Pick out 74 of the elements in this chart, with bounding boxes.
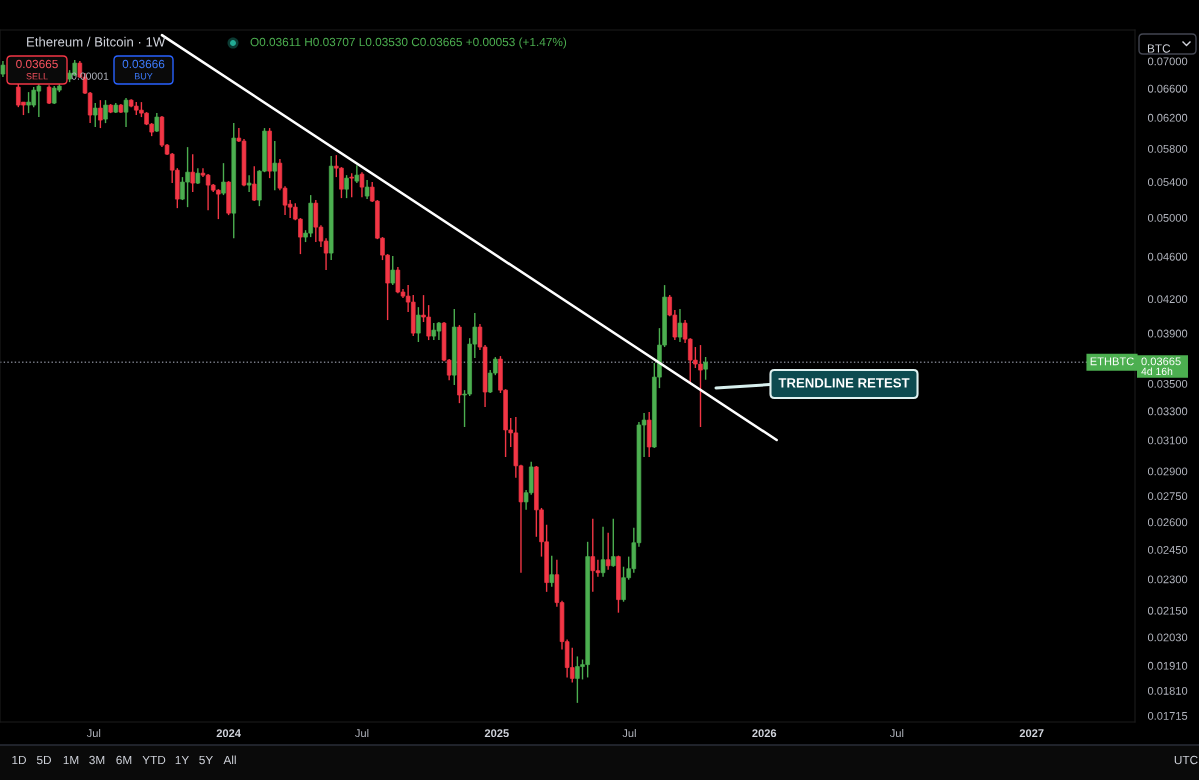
y-tick-label: 0.03900 [1147, 329, 1188, 338]
candlestick [349, 172, 354, 198]
candlestick [93, 102, 98, 128]
y-tick-label: 0.06600 [1147, 84, 1188, 93]
y-tick-label: 0.01910 [1147, 661, 1188, 670]
candlestick [605, 532, 611, 571]
y-tick-label: 0.05400 [1147, 178, 1188, 187]
text: 6M [116, 755, 132, 765]
x-tick-label: Jul [889, 728, 904, 738]
y-tick-label: 0.02600 [1147, 518, 1188, 527]
text: UTC [1174, 755, 1198, 765]
y-tick-label: 0.03100 [1147, 436, 1188, 445]
candlestick [190, 153, 195, 193]
candlestick [344, 174, 349, 199]
y-tick-label: 0.07000 [1147, 57, 1188, 66]
x-tick-label: 2026 [752, 729, 777, 738]
x-tick-label: 2027 [1019, 729, 1044, 738]
x-tick-label: Jul [355, 728, 369, 738]
candlestick [221, 162, 226, 196]
candlestick [313, 199, 319, 243]
ref-line-label: ETHBTC [1090, 357, 1134, 366]
y-tick-label: 0.02300 [1147, 575, 1188, 584]
candlestick [246, 174, 252, 193]
candlestick [677, 308, 683, 343]
candlestick [103, 99, 108, 124]
text: 1M [63, 755, 79, 765]
candlestick [390, 255, 395, 286]
annotation: 0.03666 [122, 59, 165, 69]
text: 5D [36, 755, 51, 765]
x-tick-label: 2024 [216, 729, 241, 738]
candlestick [703, 356, 708, 381]
candlestick [98, 99, 103, 129]
y-tick-label: 0.02750 [1147, 492, 1188, 501]
annotation: TRENDLINE RETEST [778, 378, 910, 388]
candlestick [364, 179, 370, 200]
y-tick-label: 0.02150 [1147, 606, 1188, 615]
annotation: 0.03665 [16, 59, 58, 69]
y-tick-label: 0.01810 [1147, 686, 1188, 695]
y-tick-label: 0.04200 [1147, 295, 1188, 303]
y-tick-label: 0.05800 [1147, 144, 1188, 153]
x-tick-label: Jul [622, 728, 636, 738]
text: 3M [89, 755, 105, 765]
text: 5Y [199, 755, 213, 765]
x-tick-label: 2025 [484, 729, 509, 738]
candlestick [600, 526, 606, 578]
y-axis-title: BTC [1147, 44, 1171, 53]
y-tick-label: 0.02030 [1147, 633, 1188, 642]
y-tick-label: 0.03300 [1147, 407, 1188, 416]
y-tick-label: 0.03500 [1147, 379, 1188, 388]
y-tick-label: 0.06200 [1147, 113, 1188, 122]
y-tick-label: 0.02900 [1147, 467, 1188, 476]
text: 1D [12, 755, 26, 765]
y-tick-label: 0.04600 [1147, 252, 1188, 261]
candlestick [272, 140, 278, 191]
annotation: BUY [134, 73, 153, 80]
candlestick [416, 306, 421, 343]
candlestick [252, 165, 257, 202]
text: YTD [142, 755, 166, 765]
text: 1Y [175, 755, 189, 765]
chart-title: Ethereum / Bitcoin · 1W [27, 36, 166, 47]
candlestick [549, 554, 554, 588]
text: O0.03611 H0.03707 L0.03530 C0.03665 +0.00053 (+1.47%) [250, 37, 567, 49]
text: 4d 16h [1141, 367, 1173, 376]
x-tick-label: Jul [86, 728, 101, 738]
candlestick [359, 171, 365, 198]
candlestick [611, 517, 616, 568]
y-tick-label: 0.01715 [1147, 711, 1188, 720]
y-tick-label: 0.02450 [1147, 545, 1188, 554]
text: All [223, 755, 236, 765]
text: 0.03665 [1141, 357, 1181, 366]
candlestick [590, 517, 596, 593]
y-tick-label: 0.05000 [1147, 213, 1188, 222]
candlestick [123, 97, 129, 128]
annotation: SELL [26, 73, 48, 80]
